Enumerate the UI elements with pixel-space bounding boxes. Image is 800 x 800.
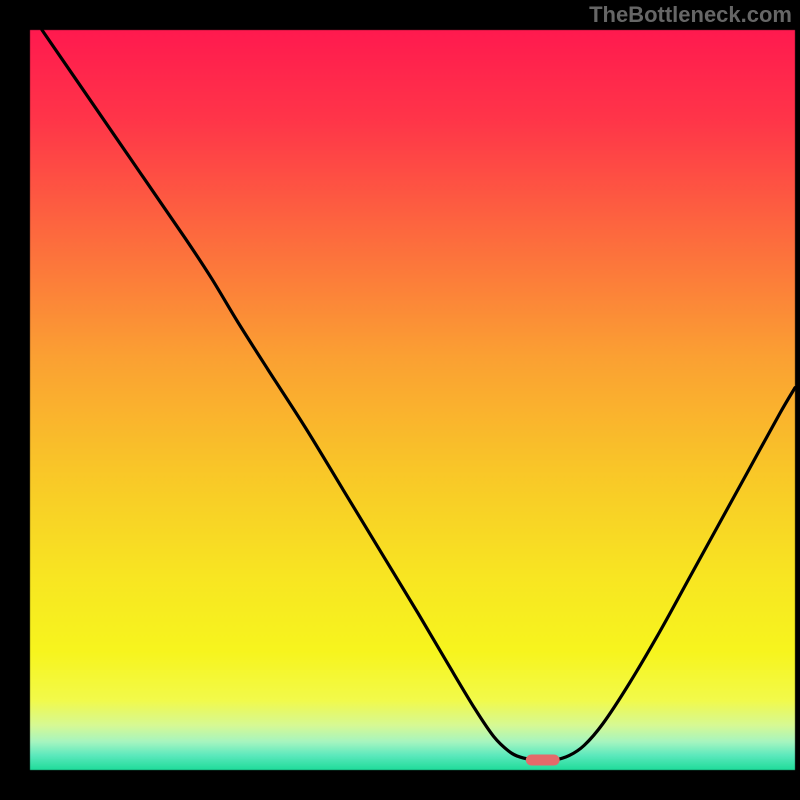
bottleneck-curve (42, 30, 795, 760)
curve-layer (0, 0, 800, 800)
watermark-text: TheBottleneck.com (589, 2, 792, 28)
bottleneck-chart: TheBottleneck.com (0, 0, 800, 800)
optimum-marker (526, 755, 560, 766)
